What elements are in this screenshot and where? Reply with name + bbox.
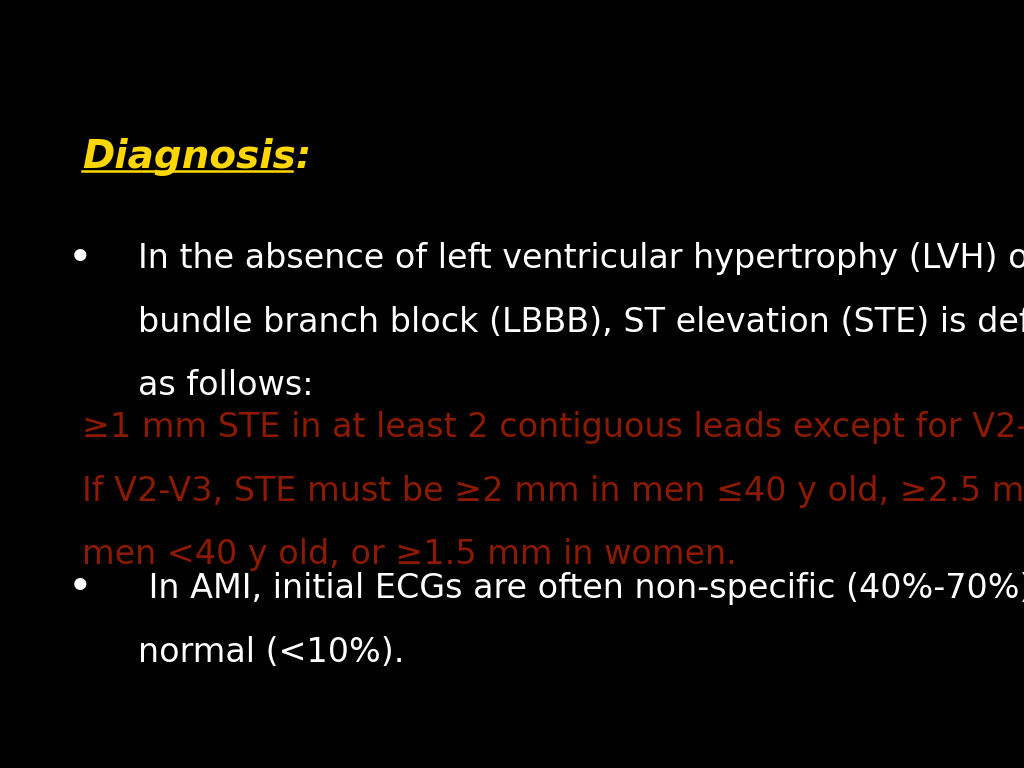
Text: normal (<10%).: normal (<10%).	[138, 636, 404, 669]
Text: ≥1 mm STE in at least 2 contiguous leads except for V2-V3.: ≥1 mm STE in at least 2 contiguous leads…	[82, 411, 1024, 444]
Text: men <40 y old, or ≥1.5 mm in women.: men <40 y old, or ≥1.5 mm in women.	[82, 538, 737, 571]
Text: Diagnosis:: Diagnosis:	[82, 138, 311, 176]
Text: In AMI, initial ECGs are often non-specific (40%-70%) or: In AMI, initial ECGs are often non-speci…	[138, 572, 1024, 605]
Text: •: •	[68, 567, 92, 609]
Text: If V2-V3, STE must be ≥2 mm in men ≤40 y old, ≥2.5 mm in: If V2-V3, STE must be ≥2 mm in men ≤40 y…	[82, 475, 1024, 508]
Text: In the absence of left ventricular hypertrophy (LVH) or left: In the absence of left ventricular hyper…	[138, 242, 1024, 275]
Text: as follows:: as follows:	[138, 369, 313, 402]
Text: bundle branch block (LBBB), ST elevation (STE) is defined: bundle branch block (LBBB), ST elevation…	[138, 306, 1024, 339]
Text: •: •	[68, 238, 92, 280]
